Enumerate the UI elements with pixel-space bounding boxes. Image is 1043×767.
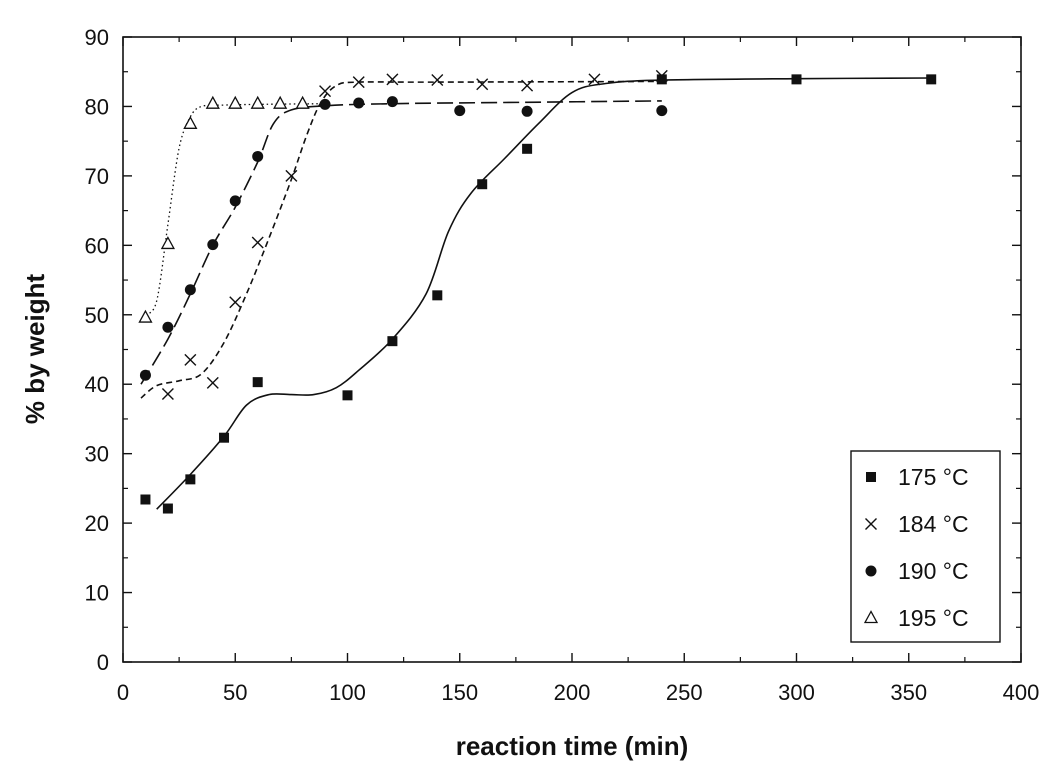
data-point-series-2 — [139, 369, 151, 381]
x-tick-label: 350 — [890, 680, 927, 705]
legend-items — [863, 472, 879, 624]
x-tick-label: 200 — [554, 680, 591, 705]
y-tick-label: 30 — [85, 442, 109, 467]
data-point-series-0 — [432, 290, 443, 301]
data-point-series-1 — [431, 74, 444, 87]
data-point-series-1 — [521, 79, 534, 92]
data-point-series-2 — [207, 239, 219, 251]
data-point-series-2 — [184, 284, 196, 296]
data-point-series-1 — [588, 73, 601, 86]
fit-curve-series-1 — [140, 80, 662, 399]
data-point-series-0 — [219, 432, 230, 443]
x-axis-title: reaction time (min) — [456, 731, 689, 761]
data-point-series-2 — [353, 97, 365, 109]
data-point-series-1 — [206, 376, 219, 389]
data-point-series-0 — [791, 74, 802, 85]
data-point-series-3 — [183, 115, 198, 129]
data-point-series-3 — [295, 95, 310, 109]
y-tick-label: 20 — [85, 511, 109, 536]
y-tick-label: 60 — [85, 233, 109, 258]
data-point-series-1 — [161, 387, 174, 400]
x-tick-label: 250 — [666, 680, 703, 705]
x-tick-label: 100 — [329, 680, 366, 705]
data-point-series-2 — [319, 98, 331, 110]
data-point-series-0 — [342, 390, 353, 401]
data-point-series-1 — [251, 236, 264, 249]
data-point-series-2 — [252, 150, 264, 162]
y-tick-label: 80 — [85, 94, 109, 119]
data-point-series-2 — [386, 96, 398, 108]
y-tick-label: 40 — [85, 372, 109, 397]
data-markers — [138, 69, 937, 514]
y-tick-label: 0 — [97, 650, 109, 675]
y-tick-label: 50 — [85, 303, 109, 328]
data-point-series-0 — [387, 336, 398, 347]
legend-marker-series-2 — [865, 565, 877, 577]
legend-label-190: 190 °C — [898, 558, 969, 584]
legend-marker-series-1 — [865, 518, 877, 530]
y-tick-label: 90 — [85, 25, 109, 50]
x-tick-label: 50 — [223, 680, 247, 705]
data-point-series-2 — [162, 321, 174, 333]
data-point-series-0 — [926, 74, 937, 85]
y-axis-title: % by weight — [20, 274, 50, 425]
data-point-series-3 — [228, 95, 243, 109]
data-point-series-0 — [656, 74, 667, 85]
data-point-series-1 — [352, 76, 365, 89]
data-point-series-1 — [476, 78, 489, 91]
data-point-series-1 — [229, 296, 242, 309]
legend-marker-series-0 — [866, 472, 876, 482]
data-point-series-2 — [229, 195, 241, 207]
legend-box — [850, 450, 1001, 643]
fit-curve-series-2 — [140, 100, 662, 385]
fit-curve-series-3 — [144, 103, 326, 316]
data-point-series-3 — [160, 236, 175, 250]
legend-marker-series-3 — [863, 610, 879, 624]
data-point-series-3 — [273, 95, 288, 109]
y-tick-label: 10 — [85, 581, 109, 606]
data-point-series-1 — [319, 85, 332, 98]
fit-curves — [140, 77, 932, 510]
data-point-series-2 — [656, 105, 668, 117]
legend: 175 °C 184 °C 190 °C 195 °C — [850, 450, 1001, 643]
data-point-series-0 — [140, 494, 151, 505]
legend-label-184: 184 °C — [898, 511, 969, 537]
y-tick-label: 70 — [85, 164, 109, 189]
data-point-series-0 — [252, 377, 263, 388]
data-point-series-3 — [138, 309, 153, 323]
data-point-series-0 — [162, 503, 173, 514]
data-point-series-3 — [250, 95, 265, 109]
x-tick-label: 0 — [117, 680, 129, 705]
legend-label-175: 175 °C — [898, 464, 969, 490]
x-tick-label: 150 — [441, 680, 478, 705]
axes: 0 50 100 150 200 250 300 350 400 0 10 20 30 40 50 60 70 8… — [85, 25, 1040, 705]
x-tick-label: 300 — [778, 680, 815, 705]
data-point-series-1 — [285, 169, 298, 182]
x-tick-label: 400 — [1003, 680, 1040, 705]
data-point-series-0 — [522, 143, 533, 154]
data-point-series-3 — [205, 95, 220, 109]
data-point-series-2 — [521, 105, 533, 117]
data-point-series-1 — [184, 353, 197, 366]
data-point-series-1 — [655, 69, 668, 82]
data-point-series-0 — [477, 179, 488, 190]
data-point-series-0 — [185, 474, 196, 485]
data-point-series-1 — [386, 73, 399, 86]
data-point-series-2 — [454, 105, 466, 117]
fit-curve-series-0 — [156, 77, 932, 510]
legend-label-195: 195 °C — [898, 605, 969, 631]
